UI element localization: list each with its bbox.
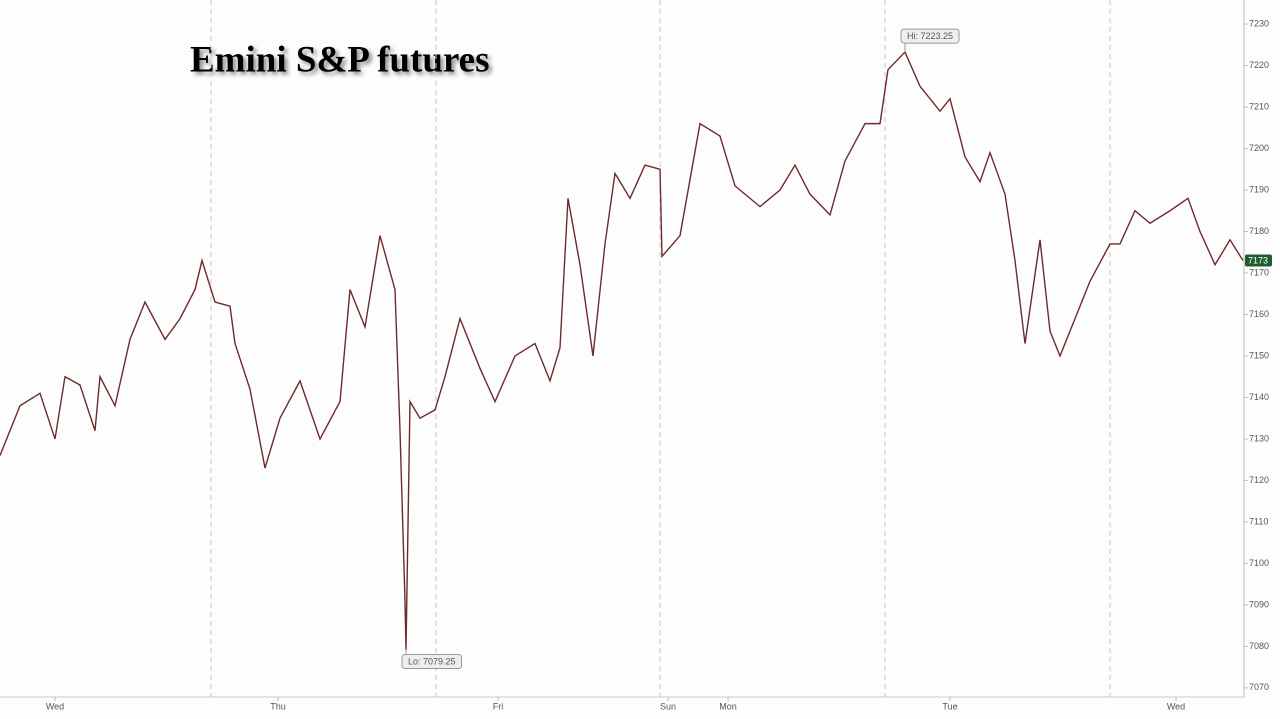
y-tick-label: 7220 [1249, 60, 1269, 70]
annotation-box [401, 653, 463, 669]
y-tick-label: 7110 [1249, 516, 1268, 526]
price-line [0, 50, 1244, 650]
annotation-box [900, 28, 960, 44]
y-tick-label: 7200 [1249, 143, 1269, 153]
annotation-label: Lo: 7079.25 [408, 656, 456, 666]
last-price-label: 7173 [1248, 255, 1268, 265]
y-tick-label: 7140 [1249, 392, 1269, 402]
y-tick-label: 7090 [1249, 599, 1269, 609]
y-tick-label: 7070 [1249, 682, 1269, 692]
last-price-box [1245, 254, 1272, 267]
y-tick-label: 7230 [1249, 18, 1269, 28]
y-tick-label: 7190 [1249, 184, 1269, 194]
x-tick-label: Tue [942, 701, 957, 711]
x-tick-label: Wed [46, 701, 64, 711]
y-tick-label: 7180 [1249, 226, 1269, 236]
y-tick-label: 7150 [1249, 350, 1269, 360]
y-tick-label: 7120 [1249, 475, 1269, 485]
y-tick-label: 7210 [1249, 101, 1269, 111]
x-tick-label: Thu [270, 701, 286, 711]
y-tick-label: 7170 [1249, 267, 1269, 277]
y-tick-label: 7160 [1249, 309, 1269, 319]
x-tick-label: Fri [493, 701, 504, 711]
x-tick-label: Mon [719, 701, 737, 711]
x-tick-label: Sun [660, 701, 676, 711]
y-tick-label: 7080 [1249, 641, 1269, 651]
y-tick-label: 7130 [1249, 433, 1269, 443]
chart-title: Emini S&P futures [190, 39, 489, 80]
y-tick-label: 7100 [1249, 558, 1269, 568]
annotation-label: Hi: 7223.25 [907, 31, 953, 41]
x-tick-label: Wed [1167, 701, 1185, 711]
